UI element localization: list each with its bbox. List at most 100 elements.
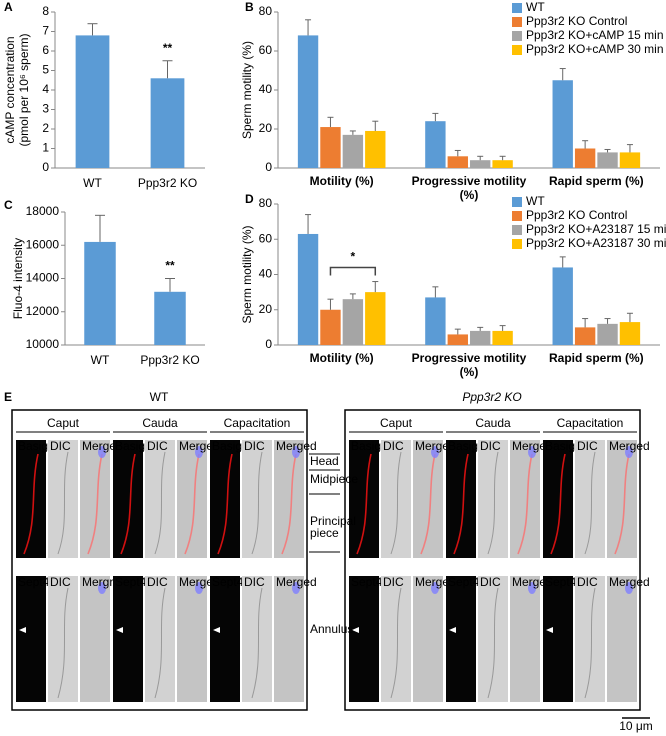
micrograph: [543, 440, 573, 558]
nucleus: [292, 582, 300, 594]
stain-signal: [453, 453, 469, 555]
bar: [552, 80, 573, 168]
x-tick-label-box: Progressive motility (%): [412, 351, 527, 379]
nucleus: [528, 446, 536, 458]
legend-swatch: [512, 239, 522, 249]
y-tick-label: 80: [259, 196, 273, 210]
bar: [552, 267, 573, 345]
legend-label: Ppp3r2 KO+cAMP 30 min: [526, 42, 664, 56]
nucleus: [195, 446, 203, 458]
channel-label: Merged: [512, 439, 553, 453]
sperm-outline: [57, 587, 69, 699]
annulus-arrow: [546, 627, 553, 633]
bar: [154, 291, 186, 345]
y-tick-label: 10000: [26, 337, 60, 351]
y-tick-label: 20: [259, 302, 273, 316]
legend-swatch: [512, 225, 522, 235]
y-tick-label: 14000: [26, 271, 60, 285]
stain-signal: [217, 453, 233, 555]
channel-label: Basigin: [18, 439, 57, 453]
micrograph: [16, 576, 46, 702]
y-tick-label: 18000: [26, 204, 60, 218]
bar: [342, 299, 364, 345]
micrograph: [607, 576, 637, 702]
channel-label: Merged: [276, 439, 317, 453]
micrograph: [113, 440, 143, 558]
bar: [342, 134, 364, 168]
legend-label: Ppp3r2 KO Control: [526, 208, 627, 222]
x-tick-label: Motility (%): [309, 174, 374, 188]
bar: [425, 297, 446, 345]
micrograph: [145, 440, 175, 558]
sperm-outline: [390, 587, 402, 699]
micrograph: [48, 440, 78, 558]
y-tick-label: 1: [42, 141, 49, 155]
nucleus: [195, 582, 203, 594]
bar: [574, 148, 596, 168]
y-tick-label: 16000: [26, 237, 60, 251]
y-tick-label: 7: [42, 24, 49, 38]
channel-label: DIC: [383, 575, 404, 589]
channel-label: DIC: [244, 439, 265, 453]
y-tick-label: 8: [42, 4, 49, 18]
micrograph: [16, 440, 46, 558]
legend-swatch: [512, 197, 522, 207]
annulus-arrow: [352, 627, 359, 633]
x-tick-label-box: Motility (%): [310, 351, 374, 365]
x-tick-label-box: Rapid sperm (%): [549, 351, 644, 365]
bar: [619, 152, 641, 168]
channel-label: DIC: [480, 575, 501, 589]
nucleus: [431, 446, 439, 458]
bar: [470, 160, 491, 168]
bar: [365, 292, 386, 345]
micrograph: [274, 440, 304, 558]
channel-label: Sept4: [545, 575, 577, 589]
bar: [597, 152, 618, 168]
panel-label: C: [4, 198, 13, 212]
channel-label: DIC: [147, 439, 168, 453]
channel-label: Basigin: [448, 439, 487, 453]
y-axis-title: Sperm motility (%): [240, 225, 254, 323]
channel-label: DIC: [577, 575, 598, 589]
significance: **: [165, 259, 175, 273]
channel-label: DIC: [577, 439, 598, 453]
significance-bracket: [329, 266, 377, 276]
channel-label: Sept4: [212, 575, 244, 589]
bar: [492, 160, 513, 168]
nucleus: [431, 582, 439, 594]
micrograph: [510, 440, 540, 558]
micrograph: [210, 440, 240, 558]
micrograph: [80, 440, 110, 558]
part-label: Annulus: [310, 622, 353, 636]
legend-swatch: [512, 31, 522, 41]
y-tick-label: 5: [42, 63, 49, 77]
channel-label: Basigin: [115, 439, 154, 453]
bar: [75, 35, 110, 169]
bar: [492, 330, 513, 345]
channel-label: Merged: [179, 439, 220, 453]
micrograph: [177, 576, 207, 702]
group-title: WT: [150, 390, 169, 404]
significance: **: [163, 41, 173, 55]
sperm-outline: [251, 451, 263, 555]
channel-label: Basigin: [212, 439, 251, 453]
micrograph: [413, 440, 443, 558]
bar: [84, 241, 116, 345]
legend-swatch: [512, 211, 522, 221]
stain-signal: [614, 453, 630, 555]
x-tick-label-box: Motility (%): [309, 174, 374, 188]
sperm-outline: [487, 587, 499, 699]
micrograph: [607, 440, 637, 558]
channel-label: Merged: [609, 439, 650, 453]
region-label: Cauda: [142, 416, 178, 430]
stain-signal: [23, 453, 39, 555]
channel-label: DIC: [50, 575, 71, 589]
panel-label: A: [4, 0, 13, 14]
bar: [597, 323, 618, 345]
legend-label: WT: [526, 0, 545, 14]
micrograph: [242, 440, 272, 558]
y-axis-title: Sperm motility (%): [240, 41, 254, 139]
stain-signal: [550, 453, 566, 555]
sperm-outline: [154, 587, 166, 699]
channel-label: Sept4: [351, 575, 383, 589]
